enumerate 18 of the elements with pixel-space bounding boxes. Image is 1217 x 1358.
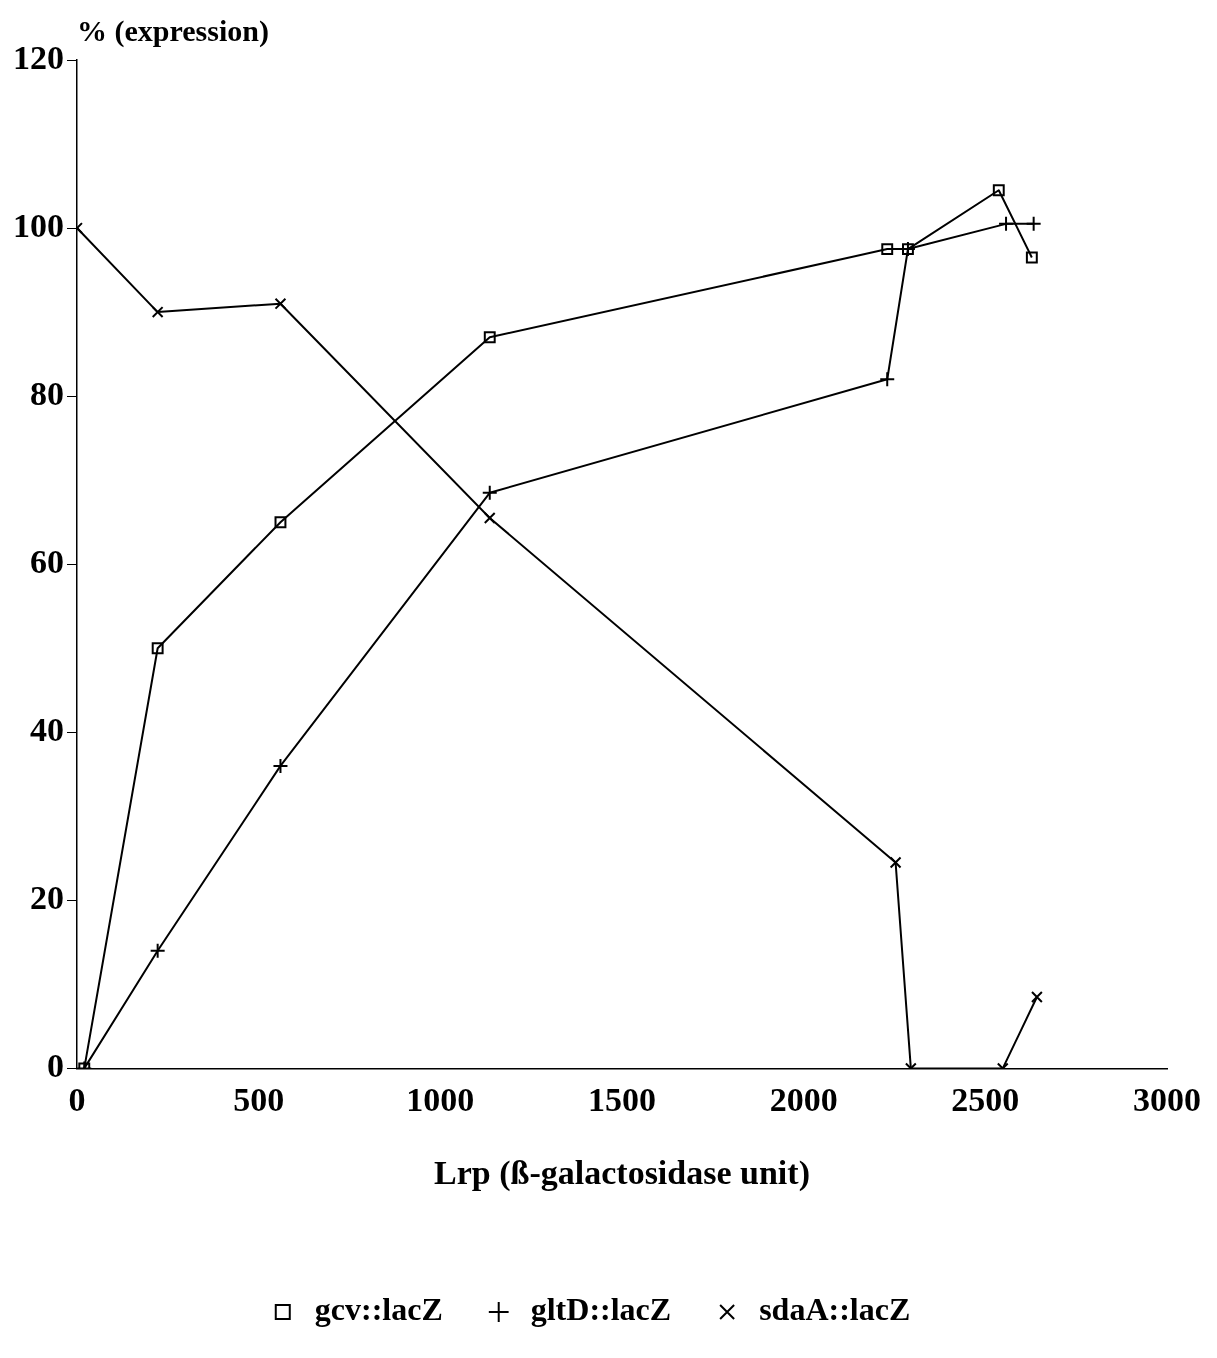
y-tick-label: 0 xyxy=(47,1047,64,1085)
legend-label: gltD::lacZ xyxy=(530,1291,672,1328)
y-tick-label: 120 xyxy=(13,38,64,76)
legend-label: gcv::lacZ xyxy=(314,1291,443,1328)
y-tick-label: 40 xyxy=(30,711,64,749)
y-axis-title: % (expression) xyxy=(77,13,269,48)
x-tick-label: 500 xyxy=(233,1080,285,1118)
x-tick-label: 3000 xyxy=(1133,1080,1201,1118)
x-tick-label: 1500 xyxy=(588,1080,656,1118)
x-axis-title: Lrp (ß-galactosidase unit) xyxy=(434,1154,810,1193)
y-tick-label: 20 xyxy=(30,879,64,917)
x-tick-label: 2500 xyxy=(951,1080,1020,1118)
y-tick-label: 80 xyxy=(30,374,64,412)
legend-label: sdaA::lacZ xyxy=(759,1291,911,1328)
x-tick-label: 1000 xyxy=(406,1080,475,1118)
x-tick-label: 2000 xyxy=(769,1080,838,1118)
y-tick-label: 60 xyxy=(30,542,64,580)
y-tick-label: 100 xyxy=(13,206,64,244)
